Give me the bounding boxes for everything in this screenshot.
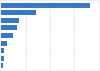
Bar [1, 56, 4, 61]
Bar [1, 18, 19, 23]
Bar [1, 33, 13, 38]
Bar [1, 10, 35, 15]
Bar [1, 63, 3, 68]
Bar [1, 25, 17, 30]
Bar [1, 41, 7, 46]
Bar [1, 3, 90, 8]
Bar [1, 48, 4, 53]
